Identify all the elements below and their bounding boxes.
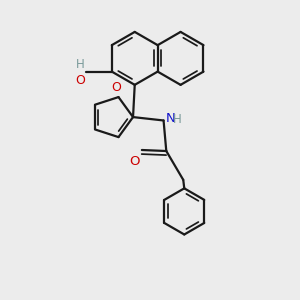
- Text: H: H: [173, 113, 182, 126]
- Text: O: O: [129, 155, 140, 168]
- Text: N: N: [165, 112, 175, 125]
- Text: H: H: [76, 58, 85, 71]
- Text: O: O: [75, 74, 85, 87]
- Text: O: O: [111, 81, 121, 94]
